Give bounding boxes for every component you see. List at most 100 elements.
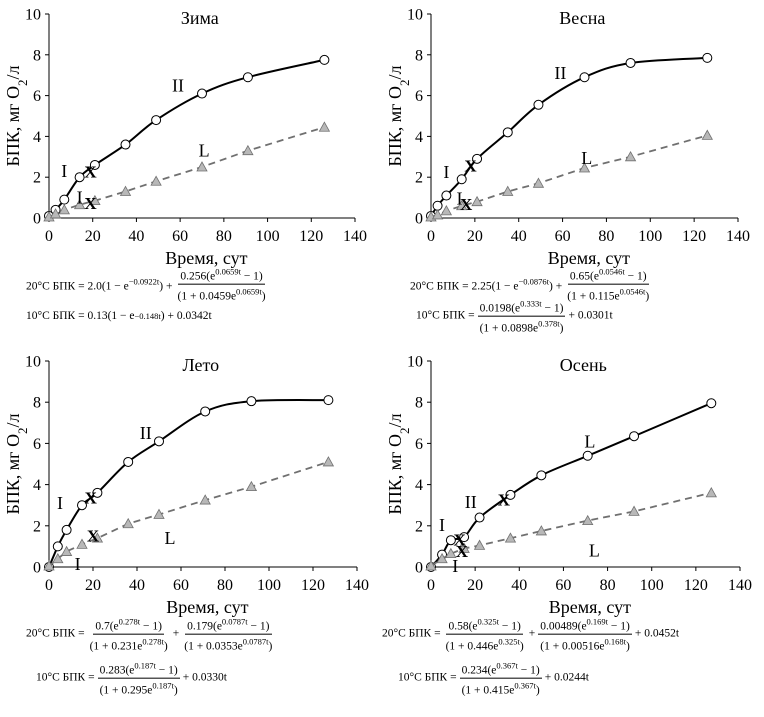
x-tick-label: 20 [85, 228, 101, 245]
x-tick-label: 40 [511, 577, 527, 594]
data-point-10c [91, 532, 104, 543]
x-tick-label: 0 [427, 577, 435, 594]
data-point-10c [471, 195, 483, 207]
formula-numerator: 0.256(e0.0659t − 1) [178, 266, 265, 285]
data-point-10c [456, 199, 468, 211]
x-tick-label: 120 [299, 228, 323, 245]
data-point-10c [582, 514, 594, 526]
transition-marker: X [84, 163, 97, 182]
region-label: I [457, 189, 463, 209]
y-tick-label: 0 [33, 211, 41, 228]
data-point-20c [200, 406, 211, 417]
y-tick-label: 6 [415, 88, 423, 105]
y-axis-label: БПК, мг O2/л [385, 65, 412, 166]
data-point-10c [73, 198, 86, 210]
series-line-20c [48, 399, 329, 568]
data-point-10c [624, 150, 637, 162]
data-point-20c [246, 396, 257, 407]
y-tick-label: 2 [33, 518, 41, 535]
formula-10c: 10°C БПК = 0.13(1 − e −0.148t) + 0.0342t [26, 310, 212, 322]
x-tick-label: 80 [598, 228, 614, 245]
x-tick-label: 140 [726, 228, 750, 245]
chart-panel-4: 0 20 40 60 80 100 120 140 0 2 4 6 8 10 Осень Время, сут… [385, 354, 752, 618]
y-tick-label: 2 [33, 170, 41, 187]
formula-numerator: 0.00489(e0.169t − 1) [538, 616, 632, 635]
data-point-20c [441, 190, 452, 201]
data-point-10c [199, 494, 211, 505]
data-point-20c [242, 72, 253, 83]
x-tick-label: 80 [600, 577, 616, 594]
x-tick-label: 140 [728, 577, 752, 594]
chart-panel-2: 0 20 40 60 80 100 120 140 0 2 4 6 8 10 Весна Время, сут… [385, 7, 750, 269]
data-point-20c [474, 512, 485, 523]
data-point-10c [425, 560, 437, 571]
y-tick-label: 10 [25, 354, 41, 371]
formula-denominator: (1 + 0.0898e0.378t) [479, 318, 564, 335]
transition-marker: X [456, 542, 469, 561]
x-tick-label: 40 [128, 228, 144, 245]
y-axis-label: БПК, мг O2/л [3, 413, 30, 514]
data-point-10c [58, 204, 70, 215]
data-point-10c [445, 547, 457, 559]
data-point-20c [625, 57, 636, 68]
data-point-10c [532, 177, 545, 188]
formula-denominator: (1 + 0.115e0.0546t) [567, 286, 650, 303]
data-point-10c [535, 525, 548, 536]
data-point-20c [445, 535, 456, 546]
region-label: II [554, 63, 566, 83]
x-tick-label: 140 [343, 228, 367, 245]
region-label: I [61, 161, 67, 181]
y-tick-label: 0 [415, 560, 423, 577]
y-tick-label: 8 [33, 47, 41, 64]
transition-marker: X [498, 491, 511, 510]
data-point-20c [89, 159, 100, 170]
data-point-10c [242, 144, 254, 156]
region-label: II [465, 492, 477, 512]
formula-numerator: 0.65(e0.0546t − 1) [567, 266, 649, 285]
x-tick-label: 60 [173, 577, 189, 594]
data-point-20c [432, 200, 443, 211]
formula-numerator: 0.234(e0.367t − 1) [459, 660, 542, 679]
x-axis-label: Время, сут [549, 597, 631, 617]
formula-denominator: (1 + 0.446e0.325t) [445, 636, 524, 653]
y-tick-label: 2 [415, 170, 423, 187]
x-tick-label: 20 [467, 228, 483, 245]
formula-20c: 20°C БПК = 2.0(1 − e−0.0922t) +0.256(e0.… [26, 266, 266, 303]
data-point-10c [196, 161, 208, 172]
data-point-20c [92, 487, 103, 498]
data-point-20c [706, 398, 717, 409]
y-tick-label: 10 [407, 7, 423, 24]
chart-title: Лето [182, 355, 219, 375]
data-point-20c [536, 470, 547, 481]
data-point-10c [49, 208, 62, 219]
formula-20c: 20°C БПК = 2.25(1 − e−0.0876t) +0.65(e0.… [410, 266, 650, 303]
region-label: II [172, 75, 184, 95]
data-point-10c [578, 162, 591, 173]
x-axis-label: Время, сут [548, 248, 630, 268]
formula-denominator: (1 + 0.231e0.278t) [89, 636, 168, 653]
transition-marker: X [84, 194, 97, 213]
region-label: L [584, 431, 595, 451]
data-point-10c [43, 560, 55, 571]
data-point-20c [629, 431, 640, 442]
data-point-10c [440, 205, 453, 216]
data-point-20c [533, 99, 544, 110]
x-tick-label: 40 [129, 577, 145, 594]
x-axis-label: Время, сут [166, 597, 248, 617]
data-point-10c [458, 542, 470, 553]
y-tick-label: 8 [415, 47, 423, 64]
formula-denominator: (1 + 0.415e0.367t) [461, 680, 540, 697]
x-tick-label: 100 [638, 228, 662, 245]
y-axis-label: БПК, мг O2/л [3, 65, 30, 166]
formula-denominator: (1 + 0.00516e0.168t) [540, 636, 630, 653]
transition-marker: X [87, 527, 100, 546]
y-tick-label: 0 [415, 211, 423, 228]
data-point-20c [52, 541, 63, 552]
data-point-10c [701, 129, 713, 140]
data-point-20c [77, 500, 87, 511]
transition-marker: X [460, 195, 473, 214]
data-point-10c [245, 480, 258, 492]
chart-title: Зима [181, 8, 219, 28]
